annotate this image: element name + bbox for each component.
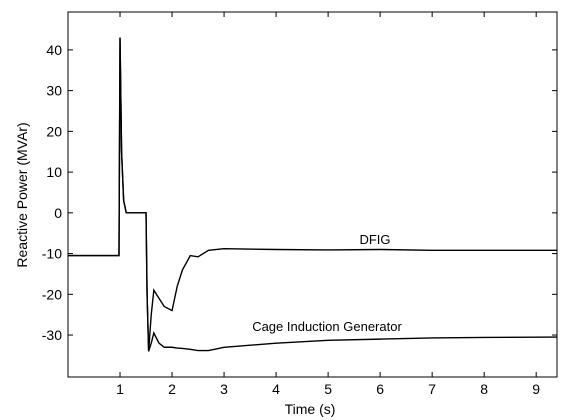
x-tick-label: 2 bbox=[168, 381, 176, 397]
x-tick-label: 7 bbox=[428, 381, 436, 397]
series-line bbox=[68, 37, 557, 352]
x-tick-label: 3 bbox=[220, 381, 228, 397]
plot-frame bbox=[67, 11, 558, 378]
y-tick-label: -10 bbox=[42, 246, 62, 262]
y-tick-label: -20 bbox=[42, 286, 62, 302]
y-tick-label: 30 bbox=[46, 83, 62, 99]
y-tick-label: -30 bbox=[42, 327, 62, 343]
x-tick-label: 5 bbox=[324, 381, 332, 397]
x-tick-label: 4 bbox=[272, 381, 280, 397]
annotation: DFIG bbox=[359, 232, 390, 247]
x-tick-label: 6 bbox=[376, 381, 384, 397]
x-axis-label: Time (s) bbox=[285, 401, 336, 417]
annotation: Cage Induction Generator bbox=[252, 319, 402, 334]
y-tick-label: 20 bbox=[46, 123, 62, 139]
x-tick-label: 1 bbox=[116, 381, 124, 397]
y-tick-label: 0 bbox=[54, 205, 62, 221]
series-line bbox=[68, 37, 558, 352]
y-tick-label: 40 bbox=[46, 42, 62, 58]
x-tick-label: 8 bbox=[480, 381, 488, 397]
y-axis-label: Reactive Power (MVAr) bbox=[14, 122, 30, 267]
y-tick-label: 10 bbox=[46, 164, 62, 180]
x-tick-label: 9 bbox=[532, 381, 540, 397]
